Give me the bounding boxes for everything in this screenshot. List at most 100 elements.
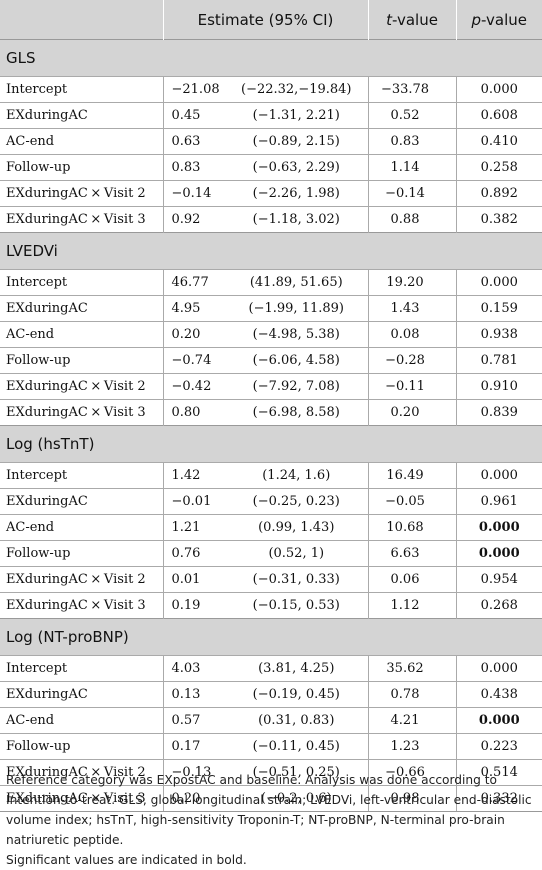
t-value-cell: 1.23 xyxy=(367,733,457,760)
t-value-cell: 0.78 xyxy=(367,681,457,708)
table-row: EXduringAC × Visit 3 0.80 (−6.98, 8.58) 0.2… xyxy=(0,399,542,426)
t-value-cell: −0.66 xyxy=(367,759,457,786)
table-row: EXduringAC × Visit 2 −0.14 (−2.26, 1.98) −0… xyxy=(0,180,542,207)
section-header-row: GLS xyxy=(0,39,542,77)
ci-cell: (−0.31, 0.33) xyxy=(225,566,369,593)
table-row: EXduringAC × Visit 3 0.20 (−0.2, 0.6) 0.98 0… xyxy=(0,785,542,812)
header-p-suffix: -value xyxy=(481,10,528,29)
p-value-cell: 0.332 xyxy=(455,785,542,812)
table-row: Follow-up −0.74 (−6.06, 4.58) −0.28 0.781 xyxy=(0,347,542,374)
ci-cell: (0.52, 1) xyxy=(225,540,369,567)
estimate-cell: 0.13 xyxy=(162,681,225,708)
section-title: Log (NT-proBNP) xyxy=(0,618,542,656)
ci-cell: (−0.19, 0.45) xyxy=(225,681,369,708)
t-value-cell: 1.14 xyxy=(367,154,457,181)
estimate-cell: 4.95 xyxy=(162,295,225,322)
row-label: EXduringAC xyxy=(0,102,163,129)
table-header: Estimate (95% CI) t-value p-value xyxy=(0,0,542,40)
p-value-cell: 0.258 xyxy=(455,154,542,181)
t-value-cell: 4.21 xyxy=(367,707,457,734)
section-title: Log (hsTnT) xyxy=(0,425,542,463)
estimate-cell: −21.08 xyxy=(162,76,225,103)
estimate-cell: 1.21 xyxy=(162,514,225,541)
t-value-cell: 0.52 xyxy=(367,102,457,129)
estimate-cell: 0.20 xyxy=(162,785,225,812)
table-row: Follow-up 0.76 (0.52, 1) 6.63 0.000 xyxy=(0,540,542,567)
p-value-cell: 0.410 xyxy=(455,128,542,155)
table-row: EXduringAC −0.01 (−0.25, 0.23) −0.05 0.961 xyxy=(0,488,542,515)
header-t-italic: t xyxy=(386,10,392,29)
ci-cell: (−0.2, 0.6) xyxy=(225,785,369,812)
p-value-cell: 0.268 xyxy=(455,592,542,619)
table-row: EXduringAC × Visit 2 −0.42 (−7.92, 7.08) −0… xyxy=(0,373,542,400)
estimate-cell: 0.20 xyxy=(162,321,225,348)
header-estimate: Estimate (95% CI) xyxy=(162,0,369,40)
row-label: Follow-up xyxy=(0,347,163,374)
row-label: EXduringAC × Visit 2 xyxy=(0,373,163,400)
t-value-cell: 6.63 xyxy=(367,540,457,567)
ci-cell: (−1.99, 11.89) xyxy=(225,295,369,322)
row-label: Follow-up xyxy=(0,154,163,181)
row-label: EXduringAC × Visit 3 xyxy=(0,206,163,233)
row-label: AC-end xyxy=(0,321,163,348)
row-label: Follow-up xyxy=(0,540,163,567)
p-value-cell: 0.000 xyxy=(455,707,542,734)
table-row: Follow-up 0.83 (−0.63, 2.29) 1.14 0.258 xyxy=(0,154,542,181)
estimate-cell: 4.03 xyxy=(162,655,225,682)
table-body: GLS Intercept −21.08 (−22.32,−19.84) −33.78 0… xyxy=(0,39,542,812)
estimate-cell: 0.45 xyxy=(162,102,225,129)
estimate-cell: 1.42 xyxy=(162,462,225,489)
table-row: AC-end 0.20 (−4.98, 5.38) 0.08 0.938 xyxy=(0,321,542,348)
estimate-cell: 0.57 xyxy=(162,707,225,734)
p-value-cell: 0.938 xyxy=(455,321,542,348)
table-row: EXduringAC × Visit 3 0.92 (−1.18, 3.02) 0.8… xyxy=(0,206,542,233)
row-label: EXduringAC × Visit 3 xyxy=(0,785,163,812)
row-label: AC-end xyxy=(0,707,163,734)
ci-cell: (−7.92, 7.08) xyxy=(225,373,369,400)
row-label: EXduringAC × Visit 2 xyxy=(0,180,163,207)
row-label: EXduringAC xyxy=(0,681,163,708)
ci-cell: (1.24, 1.6) xyxy=(225,462,369,489)
table-row: Intercept 4.03 (3.81, 4.25) 35.62 0.000 xyxy=(0,655,542,682)
table-row: EXduringAC × Visit 2 −0.13 (−0.51, 0.25) −0… xyxy=(0,759,542,786)
t-value-cell: −0.11 xyxy=(367,373,457,400)
p-value-cell: 0.000 xyxy=(455,655,542,682)
table-row: AC-end 0.63 (−0.89, 2.15) 0.83 0.410 xyxy=(0,128,542,155)
header-t-suffix: -value xyxy=(391,10,438,29)
section-title: LVEDVi xyxy=(0,232,542,270)
row-label: AC-end xyxy=(0,128,163,155)
t-value-cell: −33.78 xyxy=(367,76,457,103)
t-value-cell: 0.98 xyxy=(367,785,457,812)
ci-cell: (0.99, 1.43) xyxy=(225,514,369,541)
table-row: Intercept 1.42 (1.24, 1.6) 16.49 0.000 xyxy=(0,462,542,489)
estimate-cell: −0.42 xyxy=(162,373,225,400)
ci-cell: (−6.98, 8.58) xyxy=(225,399,369,426)
ci-cell: (−0.15, 0.53) xyxy=(225,592,369,619)
row-label: EXduringAC xyxy=(0,488,163,515)
results-table: Estimate (95% CI) t-value p-value GLS Int… xyxy=(0,0,542,812)
table-row: EXduringAC × Visit 3 0.19 (−0.15, 0.53) 1.1… xyxy=(0,592,542,619)
t-value-cell: 0.83 xyxy=(367,128,457,155)
estimate-cell: −0.01 xyxy=(162,488,225,515)
table-row: AC-end 0.57 (0.31, 0.83) 4.21 0.000 xyxy=(0,707,542,734)
row-label: AC-end xyxy=(0,514,163,541)
section-title: GLS xyxy=(0,39,542,77)
ci-cell: (−6.06, 4.58) xyxy=(225,347,369,374)
estimate-cell: 0.01 xyxy=(162,566,225,593)
p-value-cell: 0.892 xyxy=(455,180,542,207)
row-label: Intercept xyxy=(0,655,163,682)
estimate-cell: 0.17 xyxy=(162,733,225,760)
header-p-italic: p xyxy=(471,10,482,29)
section-header-row: LVEDVi xyxy=(0,232,542,270)
row-label: Intercept xyxy=(0,269,163,296)
row-label: EXduringAC × Visit 3 xyxy=(0,399,163,426)
t-value-cell: 0.88 xyxy=(367,206,457,233)
ci-cell: (−22.32,−19.84) xyxy=(225,76,369,103)
ci-cell: (41.89, 51.65) xyxy=(225,269,369,296)
header-p-value: p-value xyxy=(455,0,542,40)
footnote-significance: Significant values are indicated in bold… xyxy=(6,853,247,867)
header-blank-cell xyxy=(0,0,163,40)
p-value-cell: 0.514 xyxy=(455,759,542,786)
estimate-cell: 0.92 xyxy=(162,206,225,233)
p-value-cell: 0.438 xyxy=(455,681,542,708)
